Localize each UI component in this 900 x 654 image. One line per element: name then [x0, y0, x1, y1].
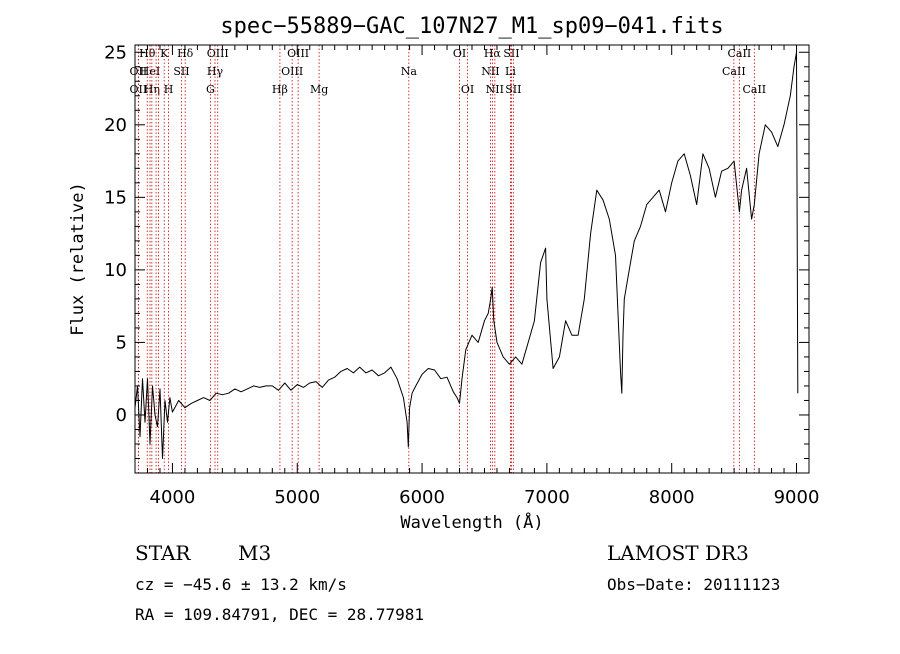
object-type: STAR [135, 541, 191, 565]
line-label-24: Li [505, 65, 516, 78]
line-label-7: K [160, 47, 169, 60]
line-label-27: CaII [722, 65, 746, 78]
line-label-4: Hη [144, 83, 160, 96]
x-tick-label-1: 5000 [274, 487, 320, 508]
line-label-11: G [206, 83, 215, 96]
y-tick-label-3: 15 [104, 187, 127, 208]
line-label-9: SII [173, 65, 189, 78]
spectral-subclass: M3 [238, 541, 271, 565]
observation-date: Obs−Date: 20111123 [607, 575, 780, 594]
chart-title: spec−55889−GAC_107N27_M1_sp09−041.fits [220, 14, 723, 39]
line-label-1: OII [130, 83, 148, 96]
radial-velocity: cz = −45.6 ± 13.2 km/s [135, 575, 347, 594]
line-label-0: OII [130, 65, 148, 78]
line-label-17: Mg [310, 83, 328, 96]
line-label-29: CaII [742, 83, 766, 96]
y-tick-label-4: 20 [104, 115, 127, 136]
line-label-3: HeI [140, 65, 160, 78]
x-tick-label-5: 9000 [774, 487, 820, 508]
x-tick-label-4: 8000 [649, 487, 695, 508]
line-label-13: OIII [207, 47, 229, 60]
line-label-19: OI [453, 47, 466, 60]
y-tick-label-2: 10 [104, 260, 127, 281]
plot-frame [134, 44, 810, 474]
line-label-8: H [164, 83, 174, 96]
y-tick-label-0: 0 [116, 405, 127, 426]
y-axis-ticks: 0 5 10 15 20 25 [104, 42, 809, 474]
line-label-20: OI [461, 83, 474, 96]
x-axis-label: Wavelength (Å) [400, 511, 543, 533]
x-tick-label-0: 4000 [150, 487, 196, 508]
line-label-26: SII [505, 83, 521, 96]
line-label-16: OIII [287, 47, 309, 60]
spectrum-series-line [134, 51, 799, 459]
x-tick-label-3: 7000 [524, 487, 570, 508]
x-axis-ticks: 4000 5000 6000 7000 8000 9000 [134, 45, 820, 508]
line-label-22: Hα [484, 47, 502, 60]
sky-coordinates: RA = 109.84791, DEC = 28.77981 [135, 605, 424, 624]
survey-name: LAMOST DR3 [607, 541, 749, 565]
line-label-18: Na [401, 65, 418, 78]
line-label-23: NII [486, 83, 504, 96]
line-label-21: NII [481, 65, 499, 78]
line-label-28: CaII [728, 47, 752, 60]
line-label-14: Hβ [272, 83, 288, 96]
line-label-25: SII [503, 47, 519, 60]
y-tick-label-5: 25 [104, 42, 127, 63]
line-label-15: OIII [281, 65, 303, 78]
line-label-10: Hδ [177, 47, 194, 60]
x-tick-label-2: 6000 [399, 487, 445, 508]
y-tick-label-1: 5 [116, 332, 127, 353]
y-axis-label: Flux (relative) [68, 182, 88, 336]
line-label-12: Hγ [207, 65, 224, 78]
spectral-line-markers: OIIOIIHθHeIHηKHSIIHδGHγOIIIHβOIIIOIIIMgN… [130, 45, 766, 473]
